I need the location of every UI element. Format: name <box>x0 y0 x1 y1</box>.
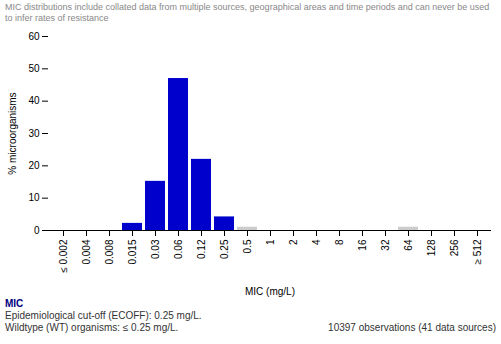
html-text:10397 observations (41 data so: 10397 observations (41 data sources) <box>328 322 496 333</box>
svg-text:64: 64 <box>403 239 414 251</box>
svg-text:% microorganisms: % microorganisms <box>7 92 18 174</box>
svg-text:8: 8 <box>334 239 345 245</box>
svg-text:0.004: 0.004 <box>81 239 92 264</box>
svg-text:60: 60 <box>28 31 40 42</box>
svg-text:2: 2 <box>288 239 299 245</box>
svg-text:MIC (mg/L): MIC (mg/L) <box>245 286 295 297</box>
svg-text:32: 32 <box>380 239 391 251</box>
svg-text:1: 1 <box>265 239 276 245</box>
html-text:MIC distributions include coll: MIC distributions include collated data … <box>5 2 490 23</box>
html-text:MIC: MIC <box>5 298 24 309</box>
svg-text:128: 128 <box>426 239 437 256</box>
svg-text:30: 30 <box>28 128 40 139</box>
svg-text:50: 50 <box>28 63 40 74</box>
svg-text:10: 10 <box>28 192 40 203</box>
html-text:Wildtype (WT) organisms: ≤ 0.2: Wildtype (WT) organisms: ≤ 0.25 mg/L. <box>5 322 179 333</box>
svg-text:0.008: 0.008 <box>104 239 115 264</box>
svg-text:≤ 0.002: ≤ 0.002 <box>58 239 69 273</box>
html-text:Epidemiological cut-off (ECOFF: Epidemiological cut-off (ECOFF): 0.25 mg… <box>5 310 202 321</box>
svg-text:20: 20 <box>28 160 40 171</box>
svg-text:0.25: 0.25 <box>219 239 230 259</box>
svg-text:≥ 512: ≥ 512 <box>472 239 483 264</box>
svg-text:0.06: 0.06 <box>173 239 184 259</box>
svg-text:0.5: 0.5 <box>242 239 253 253</box>
svg-text:0.015: 0.015 <box>127 239 138 264</box>
svg-text:0.12: 0.12 <box>196 239 207 259</box>
svg-text:0.03: 0.03 <box>150 239 161 259</box>
svg-text:40: 40 <box>28 95 40 106</box>
svg-text:4: 4 <box>311 239 322 245</box>
svg-text:0: 0 <box>34 225 40 236</box>
svg-text:16: 16 <box>357 239 368 251</box>
svg-text:256: 256 <box>449 239 460 256</box>
